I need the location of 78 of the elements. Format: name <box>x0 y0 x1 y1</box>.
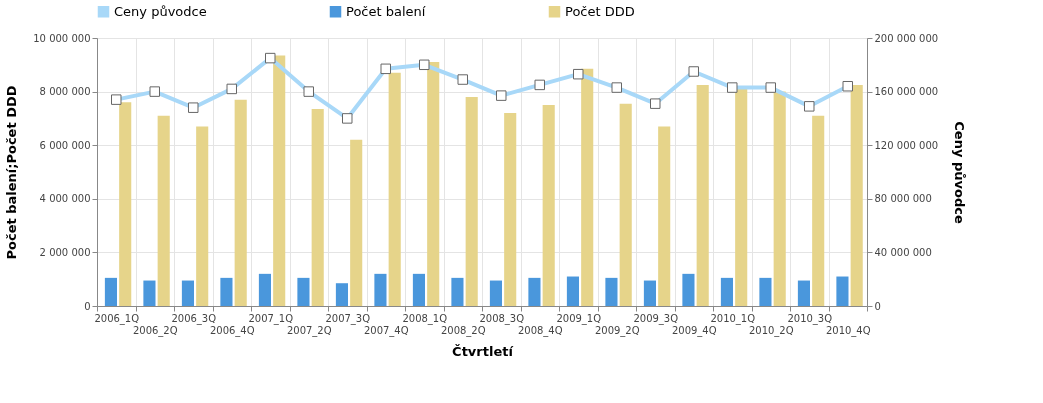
legend-label: Ceny původce <box>114 3 207 19</box>
x-tick-label: 2006_1Q <box>94 312 140 325</box>
legend-label: Počet balení <box>346 3 426 19</box>
bar <box>297 277 310 306</box>
y2-tick-label: 200 000 000 <box>874 32 939 44</box>
x-tick-label: 2007_2Q <box>286 324 332 337</box>
bar <box>451 277 464 306</box>
x-tick-label: 2006_2Q <box>132 324 178 337</box>
bar <box>196 126 209 306</box>
bar <box>720 277 733 306</box>
bar <box>682 273 695 306</box>
bar <box>850 84 863 306</box>
x-tick-label: 2009_4Q <box>671 324 717 337</box>
x-tick-label: 2008_4Q <box>517 324 563 337</box>
x-tick-label: 2007_3Q <box>325 312 371 325</box>
bar <box>812 115 825 306</box>
bar <box>374 273 387 306</box>
bar <box>489 280 502 306</box>
bar <box>504 113 517 306</box>
x-tick-label: 2006_4Q <box>209 324 255 337</box>
bar <box>104 277 117 306</box>
bar <box>181 280 194 306</box>
bar <box>143 280 156 306</box>
y-tick-label: 10 000 000 <box>33 32 91 44</box>
bar <box>696 84 709 306</box>
legend-label: Počet DDD <box>565 3 635 19</box>
bar <box>388 72 401 306</box>
bar <box>773 91 786 306</box>
bar <box>258 273 271 306</box>
bar <box>528 277 541 306</box>
bar <box>465 96 478 306</box>
bar <box>119 102 132 306</box>
x-tick-label: 2010_2Q <box>748 324 794 337</box>
x-axis-title: Čtvrtletí <box>452 343 515 359</box>
x-tick-label: 2009_3Q <box>633 312 679 325</box>
y2-tick-label: 80 000 000 <box>874 193 932 205</box>
y-tick-label: 6 000 000 <box>39 139 91 151</box>
bar <box>797 280 810 306</box>
bar <box>234 99 247 306</box>
x-tick-label: 2006_3Q <box>171 312 217 325</box>
bar <box>273 55 286 306</box>
bar <box>350 139 363 306</box>
x-tick-label: 2010_4Q <box>825 324 871 337</box>
bar <box>311 109 324 306</box>
x-tick-label: 2010_3Q <box>787 312 833 325</box>
bar <box>412 273 425 306</box>
bar <box>542 105 555 306</box>
x-tick-label: 2007_4Q <box>363 324 409 337</box>
bar <box>836 276 849 306</box>
bar <box>427 62 440 306</box>
bar <box>619 103 632 306</box>
x-tick-label: 2007_1Q <box>248 312 294 325</box>
y2-tick-label: 160 000 000 <box>874 86 939 98</box>
bar <box>220 277 233 306</box>
bar <box>605 277 618 306</box>
y2-axis-title: Ceny původce <box>952 121 968 224</box>
x-tick-label: 2008_2Q <box>440 324 486 337</box>
x-tick-label: 2008_3Q <box>479 312 525 325</box>
bar <box>643 280 656 306</box>
y-axis-title: Počet balení;Počet DDD <box>4 85 20 260</box>
bar <box>566 276 579 306</box>
bar <box>658 126 671 306</box>
y-tick-label: 4 000 000 <box>39 193 91 205</box>
bar <box>759 277 772 306</box>
bar <box>335 283 348 306</box>
x-tick-label: 2009_2Q <box>594 324 640 337</box>
y-tick-label: 0 <box>84 300 91 312</box>
y-tick-label: 2 000 000 <box>39 246 91 258</box>
x-tick-label: 2008_1Q <box>402 312 448 325</box>
y2-tick-label: 40 000 000 <box>874 246 932 258</box>
y2-tick-label: 0 <box>874 300 881 312</box>
y-tick-label: 8 000 000 <box>39 86 91 98</box>
bar <box>735 88 748 306</box>
y2-tick-label: 120 000 000 <box>874 139 939 151</box>
x-tick-label: 2010_1Q <box>710 312 756 325</box>
x-tick-label: 2009_1Q <box>556 312 602 325</box>
bar <box>581 68 594 306</box>
bar <box>157 115 170 306</box>
